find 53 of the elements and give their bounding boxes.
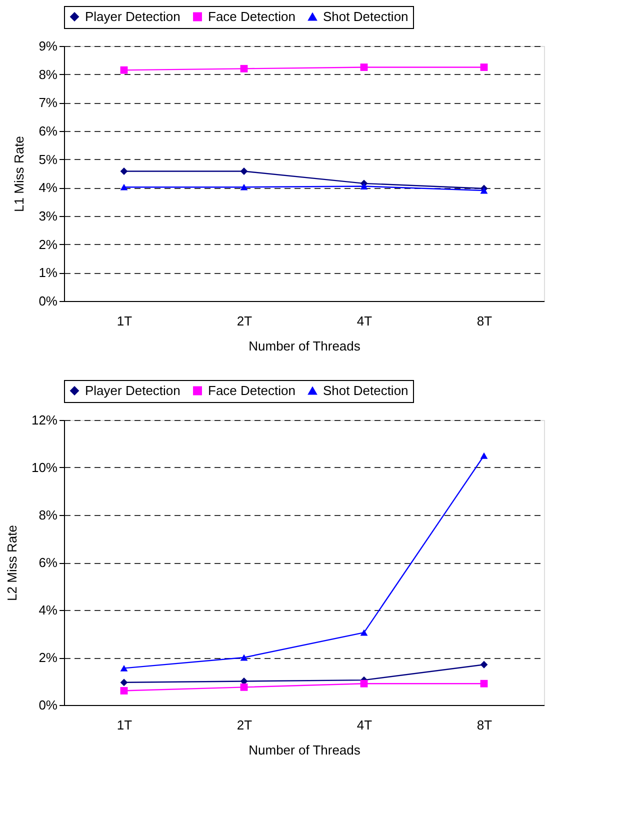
y-tick-label: 8% (38, 508, 58, 522)
y-tick-label: 10% (31, 460, 58, 475)
point (240, 64, 248, 72)
y-tick-label: 0% (38, 294, 58, 308)
x-tick-label: 4T (356, 314, 372, 328)
x-tick-label: 1T (116, 314, 132, 328)
y-tick-label: 6% (38, 555, 58, 570)
point (480, 680, 488, 688)
point (480, 452, 488, 459)
x-axis-title: Number of Threads (248, 338, 361, 354)
legend-label: Shot Detection (323, 382, 408, 398)
point (120, 664, 128, 672)
y-tick-label: 2% (38, 650, 58, 665)
y-tick-label: 9% (38, 38, 58, 54)
x-tick-label: 2T (236, 718, 252, 732)
y-axis-title: L1 Miss Rate (12, 136, 27, 212)
legend-label: Player Detection (85, 8, 180, 24)
point (120, 687, 128, 694)
point (240, 683, 248, 691)
x-tick-label: 1T (116, 718, 132, 732)
point (480, 187, 488, 194)
point (360, 629, 368, 636)
point (240, 654, 248, 661)
y-tick-label: 12% (31, 412, 58, 428)
point (360, 64, 368, 71)
x-axis-title: Number of Threads (248, 742, 361, 758)
y-tick-label: 0% (38, 698, 58, 712)
legend-label: Shot Detection (323, 8, 408, 24)
legend-label: Player Detection (85, 382, 180, 398)
point (360, 183, 368, 190)
x-tick-label: 4T (356, 718, 372, 732)
legend-label: Face Detection (208, 8, 296, 24)
point (480, 660, 488, 668)
y-tick-label: 7% (38, 95, 58, 110)
x-tick-label: 8T (476, 718, 492, 732)
y-tick-label: 6% (38, 124, 58, 138)
y-tick-label: 4% (38, 602, 58, 618)
legend-label: Face Detection (208, 382, 296, 398)
point (120, 678, 128, 686)
point (120, 66, 128, 74)
point (120, 184, 128, 190)
y-tick-label: 4% (38, 180, 58, 196)
y-tick-label: 3% (38, 208, 58, 224)
y-tick-label: 2% (38, 236, 58, 252)
y-tick-label: 8% (38, 66, 58, 82)
y-tick-label: 5% (38, 152, 58, 167)
point (240, 184, 248, 190)
x-tick-label: 8T (476, 314, 492, 328)
point (480, 64, 488, 71)
point (360, 680, 368, 688)
x-tick-label: 2T (236, 314, 252, 328)
y-axis-title: L2 Miss Rate (4, 525, 20, 601)
y-tick-label: 1% (38, 265, 58, 280)
